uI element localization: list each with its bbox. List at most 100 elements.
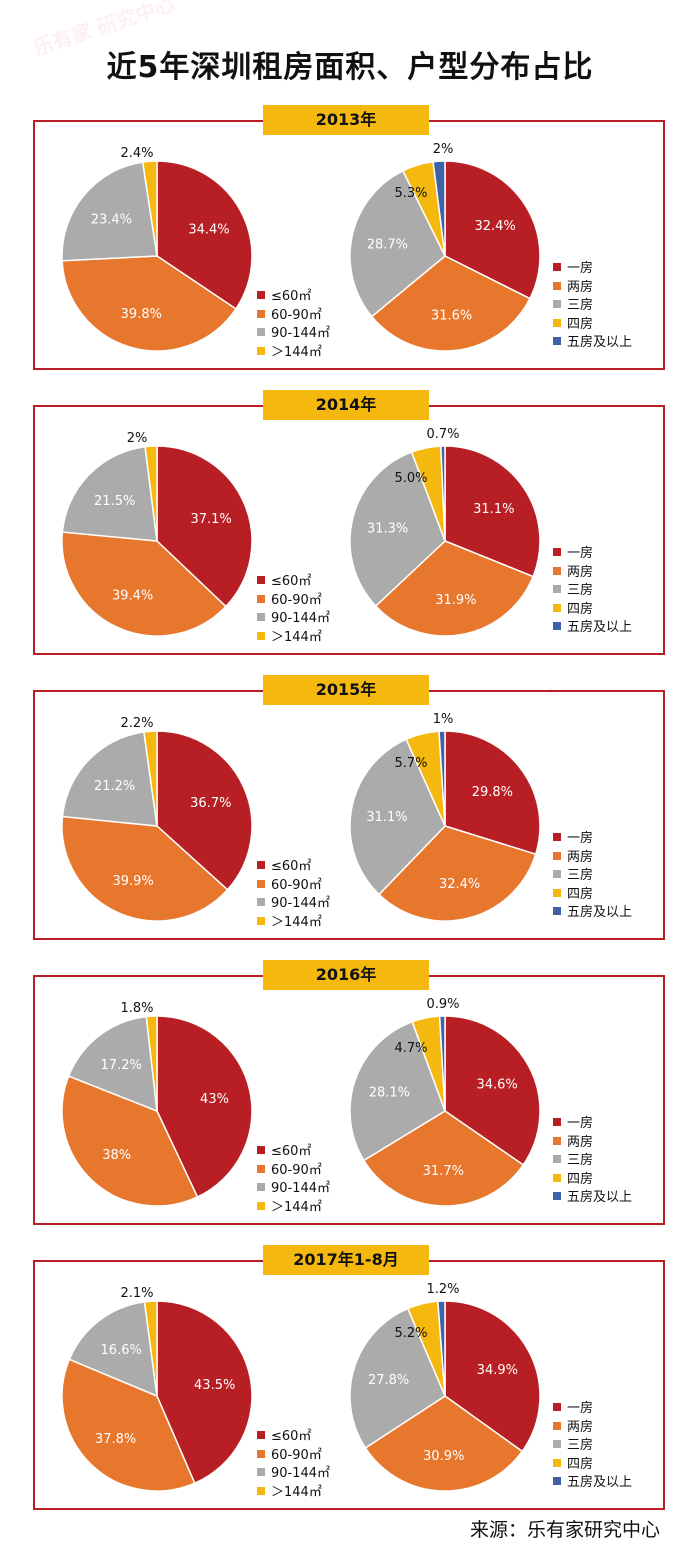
room-pie-data-label: 1% [433,712,454,727]
room-pie-slice [444,160,541,300]
area-pie-data-label: 34.4% [188,222,229,237]
area-pie-slice [144,445,158,542]
legend-item: ≤60㎡ [257,288,330,307]
legend-label: 两房 [567,1134,594,1150]
legend-item: ＞144㎡ [257,914,330,933]
room-pie-data-label: 32.4% [439,877,480,892]
legend-swatch [257,879,265,888]
legend-item: 60-90㎡ [257,1162,330,1181]
legend-item: 90-144㎡ [257,610,330,629]
legend-swatch [257,1449,265,1458]
area-pie-data-label: 1.8% [120,1001,153,1016]
room-legend: 一房 两房三房四房 五房及以上 [553,260,632,353]
area-pie-slice [156,445,253,608]
legend-item: ＞144㎡ [257,1484,330,1503]
room-pie-slice [438,730,446,827]
legend-item: 60-90㎡ [257,307,330,326]
room-pie-data-label: 29.8% [472,785,513,800]
room-pie-data-label: 32.4% [474,219,515,234]
room-pie-data-label: 0.7% [426,427,459,442]
legend-item: 90-144㎡ [257,895,330,914]
area-pie-slice [61,1075,199,1207]
legend-item: 一房 [553,260,632,279]
legend-label: 90-144㎡ [271,326,331,341]
year-label: 2015年 [263,675,429,705]
legend-item: 两房 [553,564,632,583]
legend-item: ≤60㎡ [257,1143,330,1162]
legend-swatch [553,870,561,878]
area-legend: ≤60㎡ 60-90㎡ 90-144㎡ ＞144㎡ [257,288,330,362]
area-legend: ≤60㎡ 60-90㎡ 90-144㎡ ＞144㎡ [257,573,330,647]
room-pie-data-label: 31.6% [431,309,472,324]
legend-item: 五房及以上 [553,1189,632,1208]
legend-item: 一房 [553,830,632,849]
area-pie-slice [68,1300,158,1398]
room-pie-slice [349,1020,446,1162]
legend-label: 四房 [567,886,594,902]
legend-label: ≤60㎡ [271,289,312,304]
legend-label: 四房 [567,1171,594,1187]
legend-item: ＞144㎡ [257,629,330,648]
legend-label: 三房 [567,1153,594,1168]
legend-label: 两房 [567,279,594,295]
source-note: 来源：乐有家研究中心 [469,1519,660,1541]
year-label: 2016年 [263,960,429,990]
area-pie-data-label: 21.2% [94,779,135,794]
legend-label: ＞144㎡ [271,1199,322,1215]
legend-swatch [257,1201,265,1210]
legend-item: 三房 [553,582,632,601]
legend-label: 三房 [567,298,594,313]
legend-swatch [553,1173,561,1182]
legend-label: 两房 [567,849,594,865]
legend-item: ＞144㎡ [257,344,330,363]
legend-label: ＞144㎡ [271,1484,322,1500]
legend-swatch [553,566,561,575]
room-pie-slice [349,169,446,318]
area-pie-data-label: 16.6% [101,1343,142,1358]
legend-swatch [553,1136,561,1145]
room-legend: 一房 两房 三房 四房 五房及以上 [553,830,632,923]
legend-item: 四房 [553,886,632,905]
room-pie-data-label: 27.8% [368,1373,409,1388]
room-pie-data-label: 31.3% [367,522,408,537]
room-pie-data-label: 31.7% [423,1164,464,1179]
legend-item: 五房及以上 [553,334,632,353]
legend-label: 五房及以上 [567,905,633,920]
area-pie-data-label: 37.1% [190,512,231,527]
legend-item: ＞144㎡ [257,1199,330,1218]
area-pie-data-label: 2% [127,431,148,446]
legend-swatch [257,861,265,869]
legend-swatch [553,281,561,290]
legend-item: 四房 [553,316,632,335]
area-pie-slice [61,255,237,352]
legend-item: 四房 [553,1171,632,1190]
legend-label: 五房及以上 [567,335,633,350]
legend-item: 两房 [553,1419,632,1438]
legend-item: ≤60㎡ [257,573,330,592]
legend-label: 90-144㎡ [271,896,331,911]
room-pie-data-label: 34.6% [476,1078,517,1093]
area-pie-data-label: 37.8% [95,1432,136,1447]
legend-item: 60-90㎡ [257,1447,330,1466]
pie-charts: 37.1% 39.4% 21.5% 2% 31.1% 31.9% 31.3% 5.0% 0.7% [61,427,541,637]
room-pie-data-label: 1.2% [426,1282,459,1297]
area-pie-slice [61,815,229,922]
area-legend: ≤60㎡ 60-90㎡ 90-144㎡ ＞144㎡ [257,858,330,932]
legend-item: 一房 [553,1115,632,1134]
area-pie-slice [156,160,253,310]
room-pie-data-label: 5.0% [394,471,427,486]
legend-label: ≤60㎡ [271,1429,312,1444]
legend-swatch [553,603,561,612]
legend-swatch [553,318,561,327]
legend-label: 两房 [567,564,594,580]
room-pie-slice [370,255,531,352]
legend-swatch [553,1192,561,1200]
legend-label: ＞144㎡ [271,914,322,930]
room-pie-data-label: 30.9% [423,1449,464,1464]
area-pie-data-label: 39.4% [112,589,153,604]
legend-swatch [257,328,265,336]
legend-label: 一房 [567,1116,594,1131]
room-pie-slice [438,1015,446,1112]
legend-swatch [553,1477,561,1485]
legend-swatch [553,622,561,630]
